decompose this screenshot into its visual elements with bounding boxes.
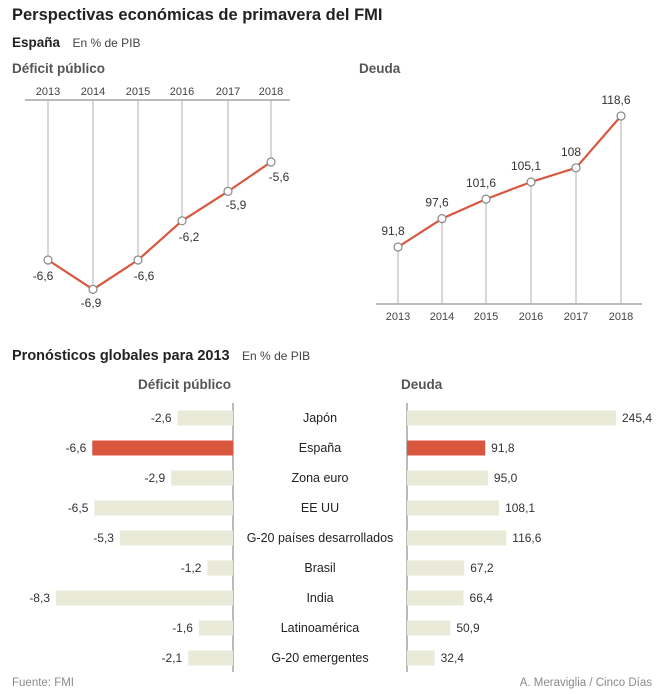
credit-note: A. Meraviglia / Cinco Días [519, 677, 652, 689]
debt-bar [407, 500, 500, 516]
bar-category-label: Japón [303, 411, 337, 425]
debt-bar [407, 590, 464, 606]
debt-bar-value-label: 116,6 [512, 531, 541, 545]
deficit-bar [94, 500, 233, 516]
deficit-data-point [133, 255, 143, 265]
debt-bar-value-label: 50,9 [456, 621, 480, 635]
debt-x-tick-label: 2014 [430, 311, 454, 323]
debt-bar-value-label: 245,4 [622, 411, 652, 425]
debt-x-tick-label: 2015 [474, 311, 498, 323]
deficit-bar [188, 650, 233, 666]
deficit-bar [198, 620, 233, 636]
debt-x-tick-label: 2013 [386, 311, 410, 323]
debt-data-label: 91,8 [381, 224, 405, 238]
bar-category-label: EE UU [301, 501, 339, 515]
deficit-bar [171, 470, 233, 486]
deficit-series-line [47, 161, 272, 291]
global-forecast-unit: En % de PIB [242, 349, 311, 363]
global-forecast-title: Pronósticos globales para 2013 En % de P… [12, 347, 310, 365]
deficit-x-tick-label: 2016 [170, 86, 194, 98]
deficit-data-point [43, 255, 53, 265]
bar-category-label: G-20 países desarrollados [247, 531, 394, 545]
deficit-x-tick-label: 2018 [259, 86, 283, 98]
debt-bar [407, 440, 486, 456]
deficit-data-point [223, 186, 233, 196]
global-forecast-heading: Pronósticos globales para 2013 [12, 348, 230, 364]
deficit-bar-value-label: -8,3 [29, 591, 50, 605]
unit-label: En % de PIB [72, 36, 141, 50]
deficit-x-tick-label: 2017 [216, 86, 240, 98]
bar-category-label: India [306, 591, 333, 605]
debt-bar-value-label: 95,0 [494, 471, 518, 485]
debt-data-point [437, 214, 447, 224]
deficit-bar-value-label: -1,6 [172, 621, 193, 635]
debt-data-point [616, 111, 626, 121]
deficit-data-point [266, 157, 276, 167]
bar-category-label: España [299, 441, 341, 455]
debt-bar [407, 530, 507, 546]
deficit-bar-value-label: -5,3 [93, 531, 114, 545]
debt-bar-value-label: 91,8 [491, 441, 515, 455]
page-title: Perspectivas económicas de primavera del… [12, 6, 383, 24]
deficit-bar [207, 560, 233, 576]
deficit-data-label: -6,9 [81, 296, 102, 310]
debt-data-label: 97,6 [425, 196, 449, 210]
deficit-x-tick-label: 2013 [36, 86, 60, 98]
bar-category-label: Brasil [304, 561, 335, 575]
deficit-bar [177, 410, 233, 426]
debt-x-tick-label: 2018 [609, 311, 633, 323]
deficit-bar-value-label: -6,5 [68, 501, 89, 515]
deficit-line-chart-title: Déficit público [12, 61, 106, 76]
debt-data-label: 108 [561, 145, 581, 159]
debt-x-tick-label: 2017 [564, 311, 588, 323]
debt-bar [407, 650, 435, 666]
deficit-data-label: -6,2 [179, 230, 200, 244]
deficit-bar-value-label: -6,6 [66, 441, 87, 455]
deficit-bar-value-label: -2,6 [151, 411, 172, 425]
debt-bar [407, 560, 465, 576]
deficit-data-label: -6,6 [134, 269, 155, 283]
debt-data-label: 118,6 [601, 93, 630, 107]
deficit-x-tick-label: 2015 [126, 86, 150, 98]
debt-bar-value-label: 66,4 [470, 591, 494, 605]
debt-data-point [526, 177, 536, 187]
debt-bar [407, 620, 451, 636]
debt-data-point [481, 194, 491, 204]
deficit-bar-value-label: -2,1 [162, 651, 183, 665]
deficit-bar [56, 590, 233, 606]
debt-series-line [397, 115, 622, 248]
deficit-x-tick-label: 2014 [81, 86, 105, 98]
deficit-bar [119, 530, 233, 546]
debt-data-point [571, 163, 581, 173]
deficit-bar-value-label: -1,2 [181, 561, 202, 575]
debt-bar-value-label: 108,1 [505, 501, 535, 515]
debt-bar [407, 410, 616, 426]
country-label: España [12, 35, 61, 50]
deficit-data-label: -5,9 [226, 198, 247, 212]
debt-bar-chart-title: Deuda [401, 377, 443, 392]
bar-category-label: Zona euro [292, 471, 349, 485]
deficit-bar-chart-title: Déficit público [138, 377, 232, 392]
deficit-bar [92, 440, 233, 456]
debt-line-chart-title: Deuda [359, 61, 401, 76]
deficit-data-label: -5,6 [269, 170, 290, 184]
deficit-data-point [88, 284, 98, 294]
debt-bar [407, 470, 488, 486]
debt-data-label: 101,6 [466, 176, 496, 190]
bar-category-label: G-20 emergentes [271, 651, 368, 665]
deficit-data-label: -6,6 [33, 269, 54, 283]
source-note: Fuente: FMI [12, 677, 74, 689]
deficit-data-point [177, 216, 187, 226]
subtitle-row: España En % de PIB [12, 34, 141, 52]
bar-category-label: Latinoamérica [281, 621, 360, 635]
debt-bar-value-label: 32,4 [441, 651, 465, 665]
debt-x-tick-label: 2016 [519, 311, 543, 323]
debt-bar-value-label: 67,2 [470, 561, 494, 575]
deficit-bar-value-label: -2,9 [144, 471, 165, 485]
debt-data-label: 105,1 [511, 159, 541, 173]
debt-data-point [393, 242, 403, 252]
